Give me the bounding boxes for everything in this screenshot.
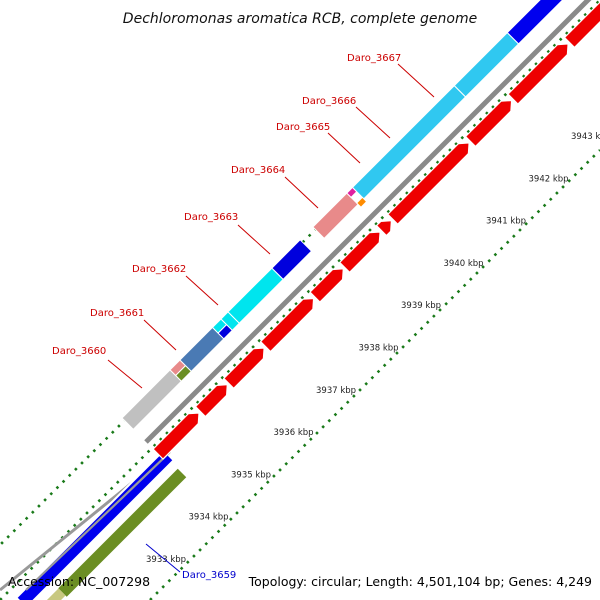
- gene-block-blue: [17, 451, 173, 600]
- gene-arrow-reverse: [152, 412, 200, 460]
- tick-label: 3939 kbp: [401, 301, 441, 311]
- topology-label: Topology: circular; Length: 4,501,104 bp…: [248, 574, 592, 589]
- gene-arrow-reverse: [222, 347, 265, 390]
- tick-label: 3941 kbp: [486, 217, 526, 227]
- gene-label: Daro_3667: [347, 53, 401, 64]
- tick-label: 3936 kbp: [274, 428, 314, 438]
- tick-label: 3934 kbp: [189, 513, 229, 523]
- gene-leader-line: [355, 106, 391, 139]
- gene-block-olive: [46, 468, 187, 600]
- gene-arrow-reverse: [309, 268, 344, 303]
- scale-dots-lower-right: [149, 149, 600, 600]
- upper-track-layer: [121, 0, 600, 460]
- tick-label: 3942 kbp: [529, 174, 569, 184]
- gene-label-layer: Daro_3659 Daro_3660 Daro_3661 Daro_3662 Daro…: [52, 53, 435, 581]
- gene-label: Daro_3661: [90, 308, 144, 319]
- gene-arrow-reverse: [507, 43, 569, 105]
- map-title: Dechloromonas aromatica RCB, complete ge…: [123, 11, 477, 27]
- tick-label: 3940 kbp: [444, 259, 484, 269]
- gene-arrow-reverse: [386, 142, 470, 226]
- gene-leader-line: [143, 319, 177, 351]
- gene-box-forward: [506, 0, 564, 45]
- gene-label: Daro_3660: [52, 346, 106, 357]
- tick-label: 3938 kbp: [359, 344, 399, 354]
- tick-label: 3935 kbp: [231, 470, 271, 480]
- gene-label: Daro_3659: [182, 570, 236, 581]
- gene-box-forward: [453, 31, 520, 98]
- tick-label: 3937 kbp: [316, 386, 356, 396]
- gene-leader-line: [145, 543, 181, 573]
- gene-label: Daro_3665: [276, 122, 330, 133]
- gene-arrow-reverse: [464, 99, 513, 148]
- gene-arrow-reverse: [338, 231, 381, 274]
- accession-label: Accession: NC_007298: [8, 574, 150, 589]
- gene-label: Daro_3662: [132, 264, 186, 275]
- gene-leader-line: [107, 359, 143, 389]
- gene-label: Daro_3666: [302, 96, 356, 107]
- gene-arrow-reverse: [375, 220, 393, 237]
- gene-label: Daro_3664: [231, 165, 285, 176]
- backbone-line-upper: [25, 451, 171, 591]
- backbone-line: [144, 0, 592, 444]
- gene-label: Daro_3663: [184, 212, 238, 223]
- gene-leader-line: [327, 132, 361, 164]
- gene-block-pale: [46, 588, 66, 600]
- gene-leader-line: [284, 176, 319, 209]
- gene-box-forward: [271, 239, 313, 281]
- gene-leader-line: [397, 63, 435, 98]
- gene-box-orange: [355, 196, 368, 208]
- gene-leader-line: [237, 224, 271, 255]
- tick-label: 3943 kbp: [571, 132, 600, 142]
- lower-track-layer: [0, 450, 188, 600]
- gene-arrow-reverse: [259, 297, 315, 353]
- gene-arrow-reverse: [194, 384, 228, 418]
- gene-leader-line: [185, 275, 219, 306]
